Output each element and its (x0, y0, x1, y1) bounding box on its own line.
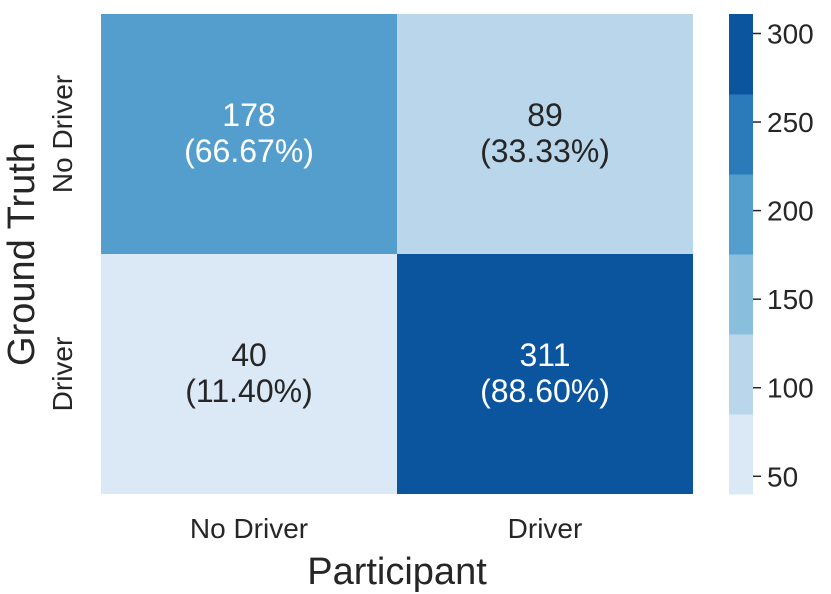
colorbar-segment (729, 334, 753, 415)
x-tick-label: Driver (508, 513, 583, 544)
colorbar-segment (729, 174, 753, 255)
heatmap-cell (397, 254, 693, 494)
colorbar-tick-label: 100 (767, 373, 814, 404)
cell-count-label: 40 (231, 337, 267, 373)
colorbar: 50 100 150 200 250 300 (729, 14, 814, 495)
heatmap-cell-labels: 178(66.67%) 89(33.33%) 40(11.40%) 311(88.60… (184, 97, 610, 409)
x-tick-label: No Driver (190, 513, 308, 544)
colorbar-tick-label: 300 (767, 18, 814, 49)
cell-count-label: 178 (222, 97, 275, 133)
colorbar-segment (729, 94, 753, 175)
y-tick-label: No Driver (47, 75, 78, 193)
x-tick-labels: No Driver Driver (190, 513, 582, 544)
heatmap-cell (397, 14, 693, 254)
y-tick-labels: No Driver Driver (47, 75, 78, 411)
colorbar-segment (729, 14, 753, 95)
heatmap-cell (101, 254, 397, 494)
cell-percent-label: (66.67%) (184, 133, 314, 169)
colorbar-segment (729, 414, 753, 495)
colorbar-tick-label: 200 (767, 196, 814, 227)
cell-count-label: 89 (527, 97, 563, 133)
colorbar-segment (729, 254, 753, 335)
colorbar-tick-label: 250 (767, 107, 814, 138)
cell-percent-label: (33.33%) (480, 133, 610, 169)
cell-percent-label: (11.40%) (185, 373, 312, 409)
heatmap-cell (101, 14, 397, 254)
y-axis-label: Ground Truth (1, 142, 43, 366)
cell-count-label: 311 (519, 337, 570, 373)
cell-percent-label: (88.60%) (480, 373, 610, 409)
colorbar-tick-label: 150 (767, 284, 814, 315)
y-tick-label: Driver (47, 337, 78, 412)
x-axis-label: Participant (307, 551, 487, 593)
colorbar-tick-label: 50 (767, 461, 798, 492)
heatmap-cells (101, 14, 693, 494)
